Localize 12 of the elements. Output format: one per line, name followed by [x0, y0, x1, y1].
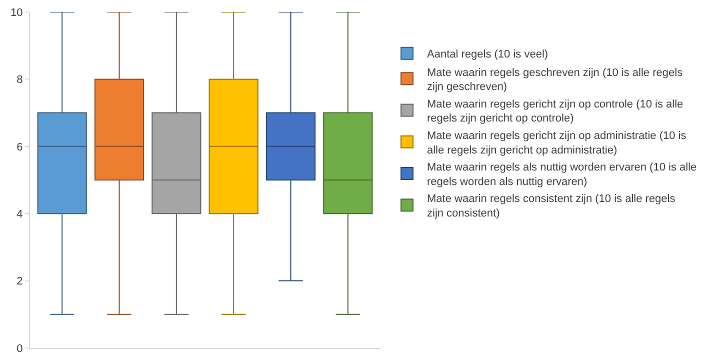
legend-label: Mate waarin regels als nuttig worden ervaren (10 is alle regels worden als nuttig ervaren)	[427, 162, 697, 188]
legend-label: Mate waarin regels gericht zijn op administratie (10 is alle regels zijn gericht op administratie)	[427, 130, 687, 156]
y-tick-label: 10	[10, 6, 23, 19]
legend-label: Mate waarin regels consistent zijn (10 is alle regels zijn consistent)	[427, 193, 676, 220]
legend-label: Aantal regels (10 is veel)	[427, 48, 548, 61]
y-tick-label: 2	[16, 276, 23, 288]
y-tick-label: 6	[16, 141, 23, 154]
y-tick-label: 0	[16, 342, 23, 355]
y-tick-label: 8	[16, 74, 23, 86]
legend-label: Mate waarin regels geschreven zijn (10 is alle regels zijn geschreven)	[427, 66, 684, 94]
y-tick-label: 4	[16, 208, 23, 220]
legend-label: Mate waarin regels gericht zijn op controle (10 is alle regels zijn gericht op controle)	[427, 98, 684, 125]
